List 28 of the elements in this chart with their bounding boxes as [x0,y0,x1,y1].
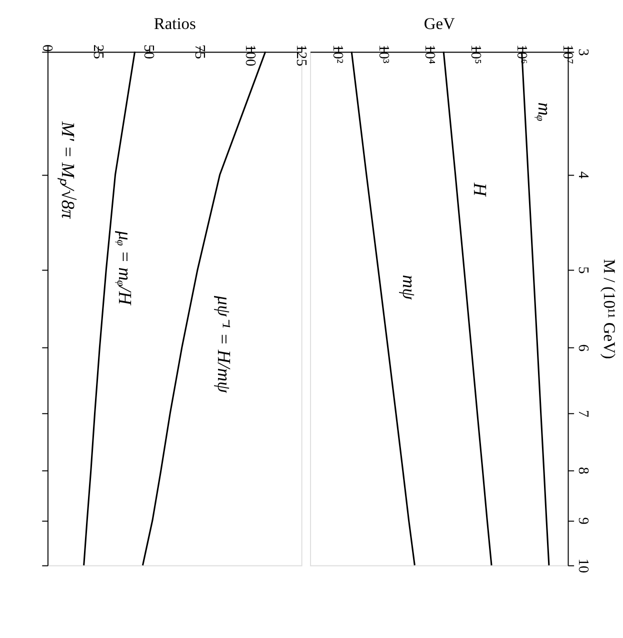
x-axis-title: GeV [424,14,456,33]
y-axis-title: M / (10¹¹ GeV) [600,259,620,359]
y-tick-label: 9 [574,517,591,524]
annotation: H [470,182,490,198]
x-tick-label: 75 [191,44,208,60]
y-tick-label: 10 [574,558,591,574]
x-tick-label: 10² [329,44,346,64]
y-tick-label: 4 [574,171,591,180]
y-tick-label: 6 [574,344,591,352]
x-tick-label: 25 [90,44,106,60]
x-tick-label: 10⁷ [559,44,576,64]
y-tick-label: 7 [574,410,591,418]
annotation: μᵩ = mᵩ/H [115,230,136,306]
x-tick-label: 10³ [375,44,392,64]
x-tick-label: 125 [292,44,309,66]
x-axis-title: Ratios [154,14,196,33]
annotation: M′ = Mₚ/√8π [57,120,78,220]
y-tick-label: 5 [574,266,591,274]
x-tick-label: 50 [140,44,157,60]
x-tick-label: 10⁵ [467,44,484,64]
y-tick-label: 3 [574,48,591,56]
annotation: mψ [399,274,420,300]
x-tick-label: 10⁴ [421,44,438,64]
y-tick-label: 8 [574,466,591,474]
x-tick-label: 100 [242,44,258,66]
annotation: mᵩ [534,102,555,122]
x-tick-label: 0 [39,44,56,52]
annotation: μψ⁻¹ = H/mψ [214,294,234,394]
